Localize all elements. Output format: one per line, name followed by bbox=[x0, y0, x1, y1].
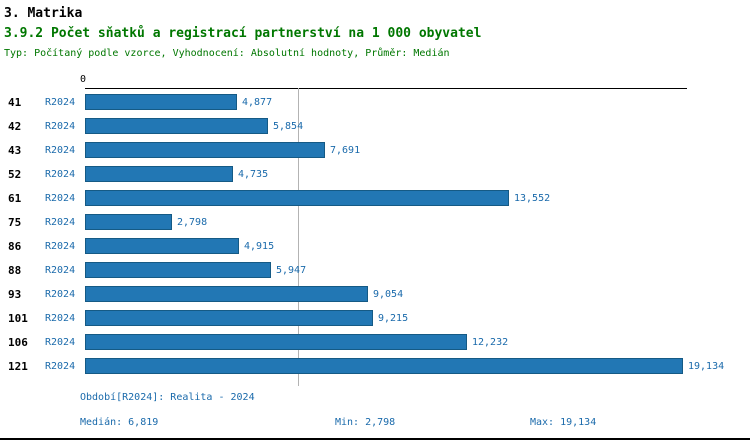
row-series-label: R2024 bbox=[45, 192, 76, 204]
chart-row: 41 R2024 4,877 bbox=[0, 90, 750, 114]
bar bbox=[85, 262, 271, 278]
chart-title: 3.9.2 Počet sňatků a registrací partners… bbox=[4, 26, 482, 41]
x-axis-line bbox=[85, 88, 687, 89]
row-series-label: R2024 bbox=[45, 336, 76, 348]
row-category-label: 42 bbox=[8, 119, 22, 133]
chart-row: 75 R2024 2,798 bbox=[0, 210, 750, 234]
row-category-label: 106 bbox=[8, 335, 28, 349]
chart-rows: 41 R2024 4,877 42 R2024 5,854 43 R2024 7,691 52 R2… bbox=[0, 90, 750, 378]
bar bbox=[85, 286, 368, 302]
chart-row: 86 R2024 4,915 bbox=[0, 234, 750, 258]
row-series-label: R2024 bbox=[45, 120, 76, 132]
bar bbox=[85, 310, 373, 326]
row-category-label: 75 bbox=[8, 215, 22, 229]
row-category-label: 52 bbox=[8, 167, 22, 181]
chart-row: 88 R2024 5,947 bbox=[0, 258, 750, 282]
bar-value-label: 4,915 bbox=[244, 240, 275, 252]
row-series-label: R2024 bbox=[45, 144, 76, 156]
bar-value-label: 5,947 bbox=[276, 264, 307, 276]
row-category-label: 43 bbox=[8, 143, 22, 157]
median-gridline bbox=[298, 88, 299, 386]
page-title: 3. Matrika bbox=[4, 6, 83, 21]
bar-value-label: 9,215 bbox=[378, 312, 409, 324]
row-series-label: R2024 bbox=[45, 312, 76, 324]
bar-value-label: 2,798 bbox=[177, 216, 208, 228]
bar-value-label: 5,854 bbox=[273, 120, 304, 132]
row-series-label: R2024 bbox=[45, 216, 76, 228]
footer-min: Min: 2,798 bbox=[335, 417, 396, 428]
row-series-label: R2024 bbox=[45, 96, 76, 108]
row-category-label: 93 bbox=[8, 287, 22, 301]
chart-row: 42 R2024 5,854 bbox=[0, 114, 750, 138]
bar-value-label: 13,552 bbox=[514, 192, 551, 204]
x-axis-origin-label: 0 bbox=[80, 74, 87, 85]
row-series-label: R2024 bbox=[45, 168, 76, 180]
row-category-label: 86 bbox=[8, 239, 22, 253]
bar bbox=[85, 142, 325, 158]
bottom-border bbox=[0, 438, 750, 440]
bar-value-label: 9,054 bbox=[373, 288, 404, 300]
bar-value-label: 19,134 bbox=[688, 360, 725, 372]
row-series-label: R2024 bbox=[45, 360, 76, 372]
row-category-label: 88 bbox=[8, 263, 22, 277]
chart-row: 101 R2024 9,215 bbox=[0, 306, 750, 330]
row-category-label: 41 bbox=[8, 95, 22, 109]
bar-value-label: 4,735 bbox=[238, 168, 269, 180]
chart-row: 43 R2024 7,691 bbox=[0, 138, 750, 162]
chart-row: 106 R2024 12,232 bbox=[0, 330, 750, 354]
bar bbox=[85, 238, 239, 254]
row-category-label: 121 bbox=[8, 359, 28, 373]
bar bbox=[85, 334, 467, 350]
row-category-label: 101 bbox=[8, 311, 28, 325]
bar bbox=[85, 190, 509, 206]
chart-type-line: Typ: Počítaný podle vzorce, Vyhodnocení:… bbox=[4, 48, 450, 59]
row-series-label: R2024 bbox=[45, 288, 76, 300]
chart-row: 93 R2024 9,054 bbox=[0, 282, 750, 306]
chart-row: 61 R2024 13,552 bbox=[0, 186, 750, 210]
row-series-label: R2024 bbox=[45, 264, 76, 276]
chart-row: 52 R2024 4,735 bbox=[0, 162, 750, 186]
bar bbox=[85, 214, 172, 230]
row-category-label: 61 bbox=[8, 191, 22, 205]
footer-max: Max: 19,134 bbox=[530, 417, 597, 428]
row-series-label: R2024 bbox=[45, 240, 76, 252]
chart-row: 121 R2024 19,134 bbox=[0, 354, 750, 378]
bar bbox=[85, 166, 233, 182]
bar-value-label: 12,232 bbox=[472, 336, 509, 348]
bar bbox=[85, 358, 683, 374]
bar-value-label: 7,691 bbox=[330, 144, 361, 156]
bar-value-label: 4,877 bbox=[242, 96, 273, 108]
bar bbox=[85, 94, 237, 110]
footer-median: Medián: 6,819 bbox=[80, 417, 159, 428]
bar bbox=[85, 118, 268, 134]
footer-period: Období[R2024]: Realita - 2024 bbox=[80, 392, 255, 403]
